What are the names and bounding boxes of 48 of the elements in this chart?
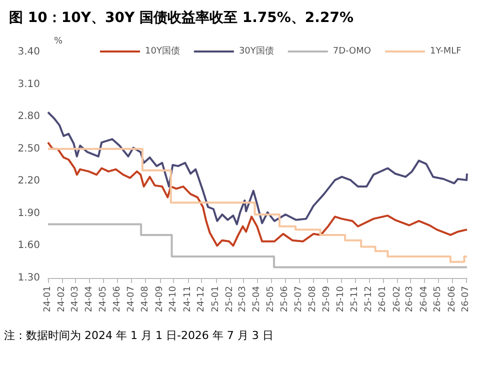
x-tick-label: 25-11 [350, 286, 360, 312]
x-tick-label: 24-01 [43, 286, 53, 312]
y-tick-label: 1.60 [18, 240, 40, 252]
x-tick-label: 24-10 [168, 286, 179, 312]
x-tick-label: 25-05 [266, 286, 276, 312]
legend-label: 7D-OMO [332, 46, 371, 56]
text: 注：数据时间为 2024 年 1 月 1 日-2026 年 7 月 3 日 [4, 329, 274, 342]
legend-label: 30Y国债 [238, 46, 274, 56]
x-tick-label: 26-06 [447, 286, 458, 312]
x-tick-label: 25-06 [280, 286, 290, 312]
x-tick-label: 24-04 [84, 286, 95, 312]
x-tick-label: 24-11 [182, 286, 193, 312]
x-tick-label: 24-12 [196, 286, 207, 312]
x-tick-label: 25-01 [210, 286, 221, 312]
line-series [47, 111, 468, 226]
x-tick-label: 24-08 [140, 286, 151, 312]
x-tick-label: 24-02 [57, 286, 68, 312]
y-tick-label: 1.90 [18, 208, 40, 219]
x-tick-label: 26-05 [433, 286, 444, 312]
x-tick-label: 26-01 [378, 286, 388, 312]
x-tick-label: 24-05 [98, 286, 108, 312]
x-tick-label: 26-04 [419, 286, 430, 312]
x-tick-label: 26-03 [405, 286, 416, 312]
y-tick-label: 2.50 [18, 143, 40, 154]
y-tick-label: 2.80 [18, 111, 40, 122]
x-tick-label: 24-07 [126, 286, 136, 312]
x-tick-label: 25-10 [336, 286, 346, 312]
x-tick-label: 24-03 [70, 286, 81, 312]
y-tick-label: 2.20 [18, 176, 40, 187]
x-tick-label: 25-03 [238, 286, 248, 312]
legend-label: 1Y-MLF [430, 46, 462, 56]
x-tick-label: 26-02 [392, 286, 402, 312]
chart-title: 图 10：10Y、30Y 国债收益率收至 1.75%、2.27% [9, 9, 354, 26]
x-tick-label: 25-02 [224, 286, 235, 312]
y-tick-label: 3.40 [18, 46, 40, 58]
x-tick-label: 25-09 [322, 286, 332, 312]
line-series [47, 141, 468, 247]
x-tick-label: 25-07 [294, 286, 304, 312]
y-tick-label: 3.10 [18, 78, 40, 90]
x-tick-label: 24-06 [112, 286, 123, 312]
x-tick-label: 26-07 [461, 286, 472, 312]
y-tick-label: 1.30 [18, 272, 40, 284]
y-axis-title: % [54, 36, 63, 46]
x-tick-label: 25-12 [364, 286, 374, 312]
legend-label: 10Y国债 [145, 46, 180, 56]
x-tick-label: 25-08 [308, 286, 318, 312]
x-tick-label: 25-04 [252, 286, 262, 312]
x-tick-label: 24-09 [154, 286, 165, 312]
